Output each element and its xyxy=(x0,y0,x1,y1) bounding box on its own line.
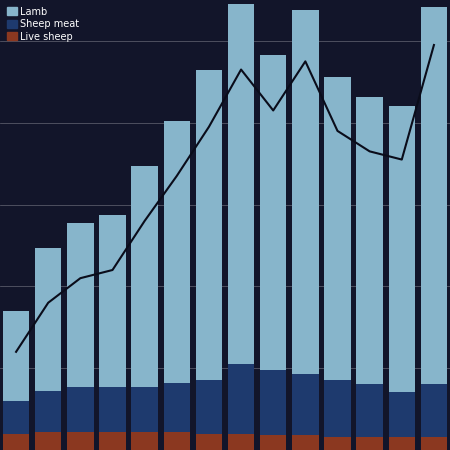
Bar xyxy=(260,435,286,450)
Bar xyxy=(35,391,61,432)
Bar xyxy=(389,392,415,437)
Bar xyxy=(421,384,447,437)
Bar xyxy=(228,4,254,364)
Bar xyxy=(421,437,447,450)
Bar xyxy=(356,437,383,450)
Bar xyxy=(164,383,190,432)
Bar xyxy=(421,7,447,384)
Bar xyxy=(131,166,158,387)
Bar xyxy=(324,437,351,450)
Bar xyxy=(35,432,61,450)
Bar xyxy=(389,106,415,392)
Bar xyxy=(292,435,319,450)
Bar xyxy=(228,434,254,450)
Bar xyxy=(67,223,94,387)
Bar xyxy=(260,370,286,435)
Bar xyxy=(228,364,254,434)
Bar xyxy=(196,434,222,450)
Bar xyxy=(196,380,222,434)
Bar xyxy=(99,387,126,432)
Bar xyxy=(356,97,383,384)
Bar xyxy=(131,432,158,450)
Bar xyxy=(260,55,286,370)
Bar xyxy=(324,380,351,437)
Bar xyxy=(356,384,383,437)
Bar xyxy=(67,432,94,450)
Bar xyxy=(131,387,158,432)
Bar xyxy=(67,387,94,432)
Bar xyxy=(164,121,190,383)
Bar xyxy=(292,374,319,435)
Bar xyxy=(3,311,29,401)
Bar xyxy=(99,432,126,450)
Bar xyxy=(324,77,351,380)
Bar xyxy=(3,401,29,434)
Bar xyxy=(389,437,415,450)
Legend: Lamb, Sheep meat, Live sheep: Lamb, Sheep meat, Live sheep xyxy=(5,5,81,44)
Bar xyxy=(196,70,222,380)
Bar xyxy=(99,215,126,387)
Bar xyxy=(3,434,29,450)
Bar xyxy=(164,432,190,450)
Bar xyxy=(35,248,61,391)
Bar xyxy=(292,10,319,374)
